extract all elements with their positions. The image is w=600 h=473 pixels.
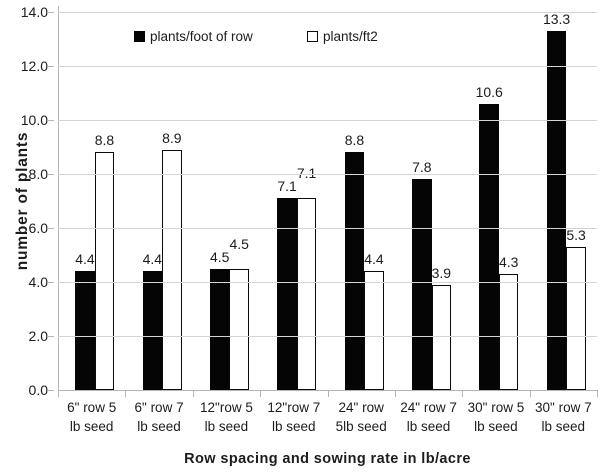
bar-plants-per-ft2 [431, 284, 452, 390]
data-label-plants-per-foot-of-row: 4.5 [209, 248, 230, 265]
y-tick-label: 6.0 [28, 220, 48, 236]
y-tick-label: 0.0 [28, 382, 48, 398]
x-category-label: 30" row 7 lb seed [535, 400, 592, 434]
y-tick-mark [47, 66, 54, 67]
x-tick-mark [529, 390, 531, 397]
gridline [58, 174, 597, 175]
data-label-plants-per-ft2: 8.8 [94, 132, 115, 149]
bar-plants-per-ft2 [94, 152, 115, 390]
x-tick-mark [327, 390, 329, 397]
y-tick-mark [47, 174, 54, 175]
x-tick-mark [462, 390, 464, 397]
data-label-plants-per-ft2: 5.3 [566, 226, 586, 243]
y-tick-mark [47, 336, 54, 337]
legend-label-plants-per-ft2: plants/ft2 [323, 29, 378, 44]
data-label-plants-per-foot-of-row: 8.8 [344, 132, 365, 149]
bar-plants-per-foot-of-row [277, 198, 297, 390]
x-category-label: 6" row 5 lb seed [67, 400, 117, 434]
data-label-plants-per-ft2: 7.1 [296, 165, 317, 182]
legend-filled-square-icon [134, 31, 145, 42]
x-axis-title: Row spacing and sowing rate in lb/acre [184, 451, 471, 467]
x-category-label: 30" row 5 lb seed [467, 400, 525, 434]
data-label-plants-per-ft2: 4.5 [229, 235, 249, 252]
data-label-plants-per-ft2: 8.9 [162, 129, 182, 146]
x-category-label: 24" row 7 lb seed [400, 400, 457, 434]
bar-plants-per-foot-of-row [142, 271, 163, 390]
y-tick-mark [47, 390, 54, 391]
data-label-plants-per-ft2: 4.4 [364, 251, 384, 268]
y-tick-label: 14.0 [20, 4, 48, 20]
legend-open-square-icon [307, 31, 318, 42]
y-tick-label: 8.0 [28, 166, 48, 182]
x-axis-line [58, 390, 597, 391]
x-tick-mark [597, 390, 598, 397]
x-category-label: 24" row 5lb seed [335, 400, 387, 434]
y-tick-label: 12.0 [20, 58, 48, 74]
bar-plants-per-foot-of-row [209, 268, 230, 390]
data-label-plants-per-ft2: 4.3 [498, 253, 519, 270]
data-label-plants-per-foot-of-row: 7.1 [277, 178, 297, 195]
bar-plants-per-foot-of-row [479, 103, 499, 390]
bar-plants-per-foot-of-row [344, 152, 365, 390]
data-label-plants-per-foot-of-row: 4.4 [142, 251, 163, 268]
y-tick-label: 4.0 [28, 274, 48, 290]
x-tick-mark [394, 390, 396, 397]
bar-plants-per-ft2 [566, 246, 586, 390]
x-tick-mark [125, 390, 127, 397]
gridline [58, 336, 597, 337]
y-tick-mark [47, 228, 54, 229]
x-category-label: 12"row 7 lb seed [267, 400, 321, 434]
y-axis-line [58, 6, 59, 396]
bar-plants-per-foot-of-row [412, 179, 432, 390]
gridline [58, 228, 597, 229]
legend-label-plants-per-foot-of-row: plants/foot of row [150, 29, 253, 44]
bar-plants-per-ft2 [364, 271, 384, 390]
legend-item-plants-per-foot-of-row: plants/foot of row [134, 29, 253, 44]
y-tick-mark [47, 282, 54, 283]
y-tick-mark [47, 12, 54, 13]
gridline [58, 282, 597, 283]
data-label-plants-per-foot-of-row: 13.3 [542, 10, 571, 27]
y-tick-label: 10.0 [20, 112, 48, 128]
bar-plants-per-ft2 [296, 198, 317, 390]
gridline [58, 120, 597, 121]
gridline [58, 66, 597, 67]
bar-plants-per-ft2 [498, 273, 519, 390]
x-tick-mark [192, 390, 194, 397]
y-tick-mark [47, 120, 54, 121]
data-label-plants-per-foot-of-row: 7.8 [412, 159, 432, 176]
y-tick-label: 2.0 [28, 328, 48, 344]
y-axis-title: number of plants [14, 131, 31, 271]
bar-plants-per-ft2 [162, 149, 182, 390]
x-category-label: 12"row 5 lb seed [200, 400, 253, 434]
bar-plants-per-foot-of-row [75, 271, 95, 390]
data-label-plants-per-foot-of-row: 10.6 [475, 83, 503, 100]
x-tick-mark [260, 390, 262, 397]
legend-item-plants-per-ft2: plants/ft2 [307, 29, 378, 44]
data-label-plants-per-ft2: 3.9 [431, 264, 452, 281]
gridline [58, 12, 597, 13]
data-label-plants-per-foot-of-row: 4.4 [75, 251, 95, 268]
bar-plants-per-ft2 [229, 268, 249, 390]
x-category-label: 6" row 7 lb seed [134, 400, 184, 434]
